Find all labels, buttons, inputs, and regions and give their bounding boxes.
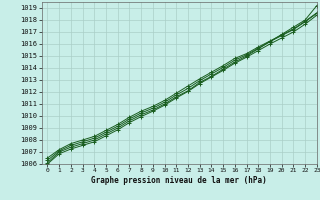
X-axis label: Graphe pression niveau de la mer (hPa): Graphe pression niveau de la mer (hPa)	[91, 176, 267, 185]
